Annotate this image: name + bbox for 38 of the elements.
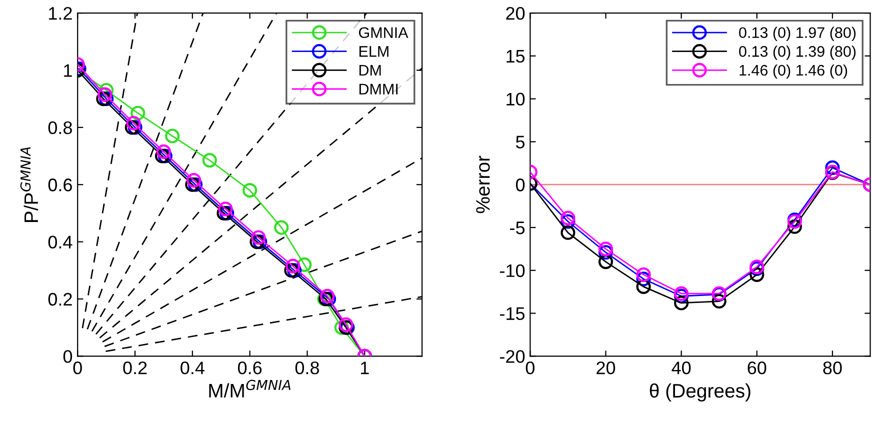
y-axis-title: %error (476, 156, 490, 214)
x-tick-label: 1 (361, 362, 369, 374)
legend-label: ELM (359, 46, 388, 57)
y-tick-label: 10 (506, 92, 525, 106)
x-tick-label: 0.4 (180, 362, 204, 374)
y-tick-label: 0.6 (48, 178, 72, 192)
legend-label: 0.13 (0) 1.97 (80) (739, 26, 856, 42)
x-tick-label: 60 (748, 362, 766, 374)
y-tick-label: 5 (516, 136, 525, 148)
y-tick-label: -15 (500, 307, 525, 320)
y-tick-label: 1 (64, 64, 72, 77)
y-tick-label: -20 (500, 350, 525, 363)
x-tick-label: 0 (73, 362, 82, 374)
x-tick-label: 0 (526, 362, 534, 374)
y-tick-label: 0.2 (48, 292, 72, 306)
legend-label: 1.46 (0) 1.46 (0) (740, 64, 848, 79)
x-tick-label: 0.2 (123, 362, 147, 374)
x-tick-label: 80 (823, 362, 842, 374)
x-axis-title: M/M$^{GMNIA}$ (209, 380, 290, 398)
x-tick-label: 0.6 (238, 362, 262, 374)
legend-label: DM (359, 65, 381, 76)
y-tick-label: -5 (510, 222, 525, 234)
y-tick-label: 0.8 (48, 121, 72, 134)
y-tick-label: -10 (500, 264, 525, 278)
x-tick-label: 40 (672, 362, 691, 374)
legend-label: 0.13 (0) 1.39 (80) (739, 46, 856, 60)
y-tick-label: 0.4 (48, 236, 72, 249)
y-tick-label: 1.2 (49, 6, 72, 20)
x-tick-label: 0.8 (295, 362, 319, 374)
legend-label: DMMI (359, 84, 398, 94)
y-tick-label: 0 (516, 178, 525, 192)
y-tick-label: 20 (506, 6, 525, 20)
y-axis-title: P/P$^{GMNIA}$ (20, 147, 38, 222)
x-axis-title: θ (Degrees) (650, 383, 750, 402)
y-tick-label: 0 (63, 350, 72, 363)
legend-label: GMNIA (358, 27, 408, 38)
y-tick-label: 15 (506, 50, 525, 63)
x-tick-label: 20 (596, 362, 616, 374)
